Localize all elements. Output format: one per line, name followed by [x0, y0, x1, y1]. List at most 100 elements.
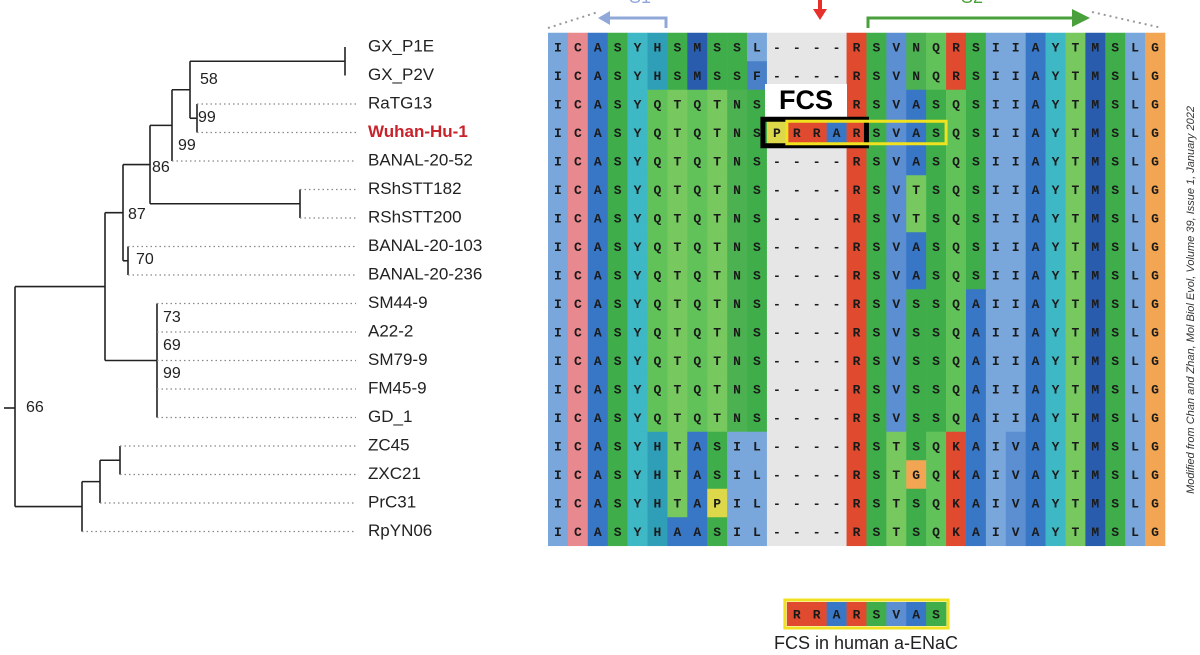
residue-cell [1125, 146, 1146, 176]
residue-cell [607, 460, 628, 490]
bootstrap-value: 99 [198, 109, 216, 126]
residue-cell [766, 403, 788, 433]
residue-cell [727, 175, 748, 205]
residue-cell [1025, 61, 1046, 91]
residue-cell [1145, 317, 1166, 347]
residue-cell [926, 146, 947, 176]
residue-cell [647, 175, 668, 205]
residue-cell [806, 118, 827, 148]
residue-cell [1005, 488, 1026, 518]
residue-cell [567, 517, 589, 547]
residue-cell [1025, 203, 1046, 233]
residue-cell [1065, 61, 1086, 91]
residue-cell [846, 488, 867, 518]
residue-cell [826, 460, 847, 490]
residue-cell [866, 175, 887, 205]
residue-cell [1065, 289, 1086, 319]
residue-cell [806, 232, 827, 262]
residue-cell [766, 146, 788, 176]
residue-cell [906, 118, 927, 148]
residue-cell [1105, 232, 1126, 262]
residue-cell [607, 374, 628, 404]
bootstrap-value: 99 [163, 365, 181, 382]
residue-cell [846, 32, 867, 62]
residue-cell [906, 89, 927, 119]
residue-cell [866, 374, 887, 404]
residue-cell [906, 32, 927, 62]
residue-cell [1025, 460, 1046, 490]
residue-cell [985, 175, 1007, 205]
residue-cell [886, 488, 907, 518]
residue-cell [886, 403, 907, 433]
residue-cell [727, 61, 748, 91]
residue-cell [548, 374, 569, 404]
residue-cell [866, 260, 887, 290]
residue-cell [587, 260, 609, 290]
fcs-box [760, 116, 869, 149]
taxon-label: RpYN06 [368, 521, 432, 540]
residue-cell [1045, 431, 1066, 461]
residue-cell [667, 118, 688, 148]
residue-cell [707, 232, 728, 262]
residue-cell [1045, 146, 1066, 176]
residue-cell [1125, 431, 1146, 461]
residue-cell [826, 488, 847, 518]
residue-cell [567, 460, 589, 490]
residue-cell [548, 32, 569, 62]
residue-cell [806, 602, 827, 626]
residue-cell [667, 403, 688, 433]
residue-cell [1085, 517, 1106, 547]
bootstrap-value: 66 [26, 399, 44, 416]
sequence-row: ICASYQTQTNSPRRARSVASQSIIAYTMSLG [554, 126, 1171, 141]
residue-cell [965, 32, 987, 62]
residue-cell [747, 203, 768, 233]
residue-cell [647, 317, 668, 347]
residue-cell [687, 460, 708, 490]
residue-cell [1105, 460, 1126, 490]
sequence-row: ICASYQTQTNS----RSVSSQAIIAYTMSLG [554, 297, 1171, 312]
residue-cell [548, 431, 569, 461]
residue-cell [826, 289, 847, 319]
sequence-row: ICASYHTAPIL----RSTSQKAIVAYTMSLG [554, 496, 1171, 511]
residue-cell [548, 460, 569, 490]
residue-cell [786, 146, 808, 176]
residue-cell [886, 374, 907, 404]
taxon-label: RaTG13 [368, 93, 432, 112]
residue-cell [707, 488, 728, 518]
residue-cell [906, 61, 927, 91]
residue-cell [946, 403, 967, 433]
residue-cell [826, 403, 847, 433]
cleavage-arrowhead [813, 9, 827, 20]
residue-cell [985, 61, 1007, 91]
residue-cell [707, 289, 728, 319]
residue-cell [985, 403, 1007, 433]
residue-cell [567, 232, 589, 262]
residue-cell [747, 146, 768, 176]
residue-cell [1005, 118, 1026, 148]
residue-cell [806, 289, 827, 319]
residue-cell [926, 517, 947, 547]
residue-cell [1145, 61, 1166, 91]
residue-cell [1105, 203, 1126, 233]
residue-cell [985, 346, 1007, 376]
residue-cell [946, 203, 967, 233]
residue-cell [1085, 346, 1106, 376]
taxon-label: RShSTT182 [368, 179, 462, 198]
residue-cell [687, 89, 708, 119]
residue-cell [667, 460, 688, 490]
residue-cell [826, 602, 847, 626]
residue-cell [707, 317, 728, 347]
residue-cell [926, 488, 947, 518]
taxon-label: BANAL-20-103 [368, 236, 482, 255]
residue-cell [1105, 374, 1126, 404]
residue-cell [1105, 89, 1126, 119]
residue-cell [1005, 517, 1026, 547]
residue-cell [846, 260, 867, 290]
residue-cell [727, 346, 748, 376]
residue-cell [607, 289, 628, 319]
residue-cell [1005, 431, 1026, 461]
residue-cell [886, 602, 907, 626]
residue-cell [1045, 374, 1066, 404]
residue-cell [1105, 32, 1126, 62]
residue-cell [786, 460, 808, 490]
